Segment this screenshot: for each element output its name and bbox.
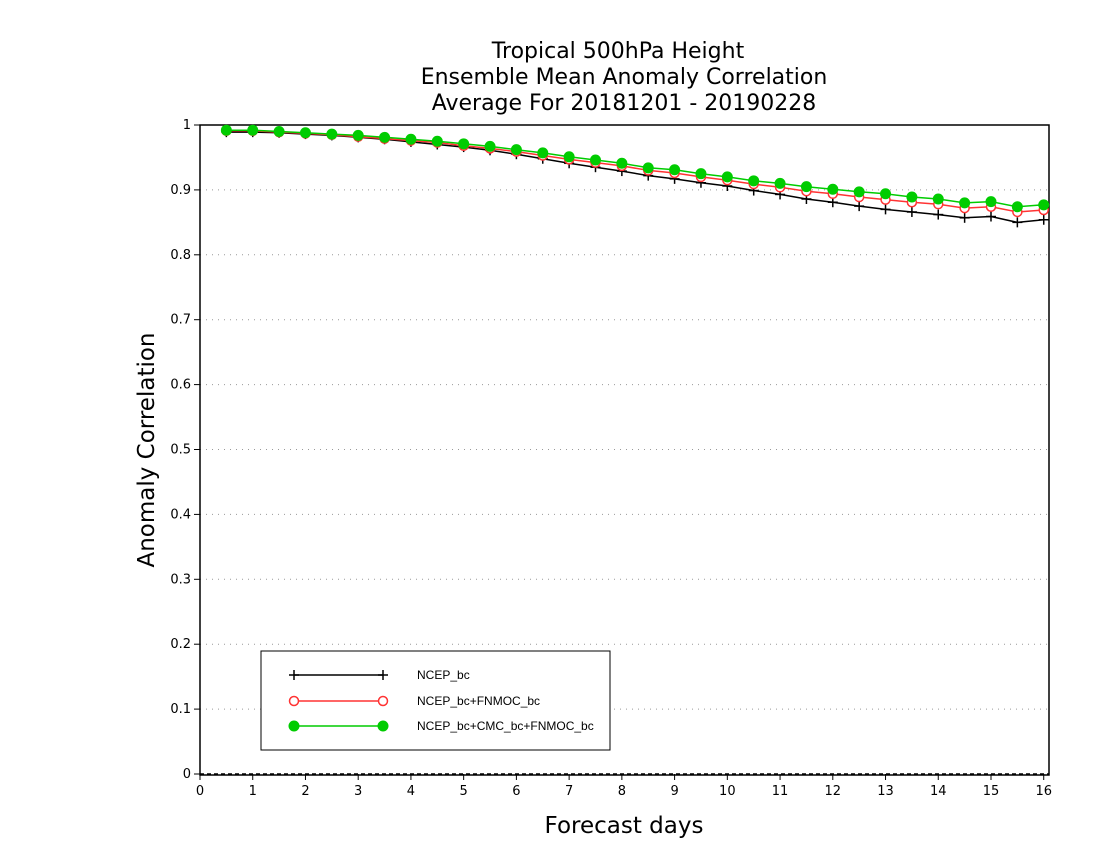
data-point xyxy=(484,140,496,152)
data-point xyxy=(273,125,285,137)
y-tick-label: 0.5 xyxy=(170,443,191,458)
data-point xyxy=(616,157,628,169)
series-3 xyxy=(220,124,1050,213)
data-point xyxy=(458,138,470,150)
y-tick-label: 0.9 xyxy=(170,183,191,198)
x-tick-label: 14 xyxy=(930,784,947,799)
x-tick-label: 2 xyxy=(301,784,309,799)
legend: NCEP_bc NCEP_bc+FNMOC_bc NCEP_bc+CMC_bc+FN… xyxy=(260,650,611,751)
x-tick-label: 10 xyxy=(719,784,736,799)
y-tick-label: 0.2 xyxy=(170,637,191,652)
series-layer xyxy=(220,124,1050,228)
x-tick-label: 1 xyxy=(249,784,257,799)
x-tick-label: 6 xyxy=(512,784,520,799)
data-point xyxy=(906,206,917,217)
data-point xyxy=(642,162,654,174)
data-point xyxy=(774,177,786,189)
data-point xyxy=(669,164,681,176)
data-point xyxy=(537,147,549,159)
y-tick-label: 0.8 xyxy=(170,248,191,263)
data-point xyxy=(1038,199,1050,211)
legend-marker xyxy=(377,720,389,732)
x-tick-label: 15 xyxy=(983,784,1000,799)
data-point xyxy=(431,135,443,147)
legend-label: NCEP_bc xyxy=(417,668,470,682)
title-line-1: Tropical 500hPa Height xyxy=(491,39,745,64)
legend-item: NCEP_bc+CMC_bc+FNMOC_bc xyxy=(288,719,594,733)
data-point xyxy=(959,212,970,223)
data-point xyxy=(748,175,760,187)
x-tick-label: 16 xyxy=(1035,784,1052,799)
data-point xyxy=(299,127,311,139)
x-tick-label: 9 xyxy=(670,784,678,799)
y-axis-title: Anomaly Correlation xyxy=(134,332,160,567)
y-tick-label: 1 xyxy=(183,118,191,133)
x-tick-label: 7 xyxy=(565,784,573,799)
y-tick-label: 0.7 xyxy=(170,313,191,328)
data-point xyxy=(1038,214,1049,225)
legend-label: NCEP_bc+CMC_bc+FNMOC_bc xyxy=(417,719,594,733)
x-tick-label: 12 xyxy=(825,784,842,799)
data-point xyxy=(853,186,865,198)
x-tick-label: 5 xyxy=(460,784,468,799)
x-axis-title: Forecast days xyxy=(545,813,704,839)
x-tick-label: 0 xyxy=(196,784,204,799)
legend-marker xyxy=(378,670,388,680)
legend-marker xyxy=(289,670,299,680)
x-tick-label: 13 xyxy=(877,784,894,799)
data-point xyxy=(589,154,601,166)
data-point xyxy=(800,181,812,193)
data-point xyxy=(1011,201,1023,213)
y-tick-label: 0 xyxy=(183,767,191,782)
data-point xyxy=(563,151,575,163)
y-axis-ticks: 0 0.1 0.2 0.3 0.4 0.5 0.6 0.7 0.8 0.9 1 xyxy=(170,118,200,782)
x-tick-label: 8 xyxy=(618,784,626,799)
data-point xyxy=(854,201,865,212)
data-point xyxy=(247,124,259,136)
x-tick-label: 3 xyxy=(354,784,362,799)
y-tick-label: 0.4 xyxy=(170,507,191,522)
legend-marker xyxy=(288,695,300,707)
data-point xyxy=(959,197,971,209)
data-point xyxy=(880,188,892,200)
legend-item: NCEP_bc xyxy=(289,668,470,682)
data-point xyxy=(985,211,996,222)
data-point xyxy=(721,171,733,183)
data-point xyxy=(1012,217,1023,228)
data-point xyxy=(906,191,918,203)
legend-label: NCEP_bc+FNMOC_bc xyxy=(417,694,540,708)
data-point xyxy=(326,128,338,140)
data-point xyxy=(985,196,997,208)
data-point xyxy=(405,133,417,145)
data-point xyxy=(352,129,364,141)
x-tick-label: 4 xyxy=(407,784,415,799)
legend-item: NCEP_bc+FNMOC_bc xyxy=(288,694,540,708)
data-point xyxy=(880,204,891,215)
data-point xyxy=(220,124,232,136)
y-tick-label: 0.1 xyxy=(170,702,191,717)
x-tick-label: 11 xyxy=(772,784,789,799)
data-point xyxy=(695,168,707,180)
x-axis-ticks: 0 1 2 3 4 5 6 7 8 9 10 11 12 13 14 15 16 xyxy=(196,774,1052,799)
data-point xyxy=(827,183,839,195)
data-point xyxy=(933,209,944,220)
y-tick-label: 0.6 xyxy=(170,378,191,393)
title-line-2: Ensemble Mean Anomaly Correlation xyxy=(421,65,828,90)
chart-title: Tropical 500hPa Height Ensemble Mean Ano… xyxy=(421,39,828,116)
title-line-3: Average For 20181201 - 20190228 xyxy=(432,91,817,116)
legend-marker xyxy=(288,720,300,732)
data-point xyxy=(510,144,522,156)
data-point xyxy=(379,131,391,143)
legend-marker xyxy=(377,695,389,707)
y-tick-label: 0.3 xyxy=(170,572,191,587)
data-point xyxy=(932,193,944,205)
